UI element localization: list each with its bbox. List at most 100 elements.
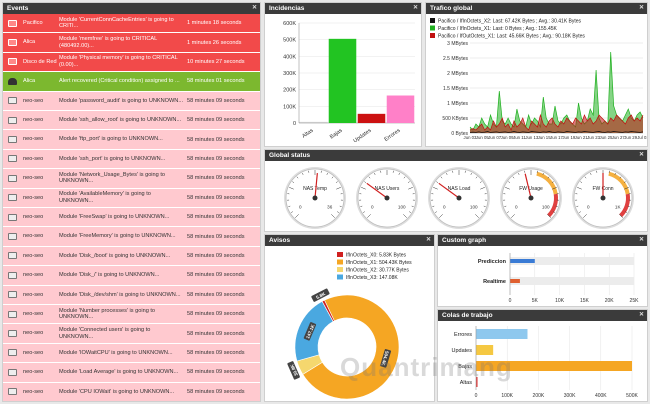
events-header: Events ✕: [3, 3, 260, 14]
bar: [386, 95, 415, 123]
close-icon[interactable]: ✕: [412, 5, 418, 11]
x-tick-label: 5K: [532, 298, 539, 304]
gauge-max-label: 100: [542, 204, 550, 209]
event-row[interactable]: Alica Module 'memfree' is going to CRITIC…: [3, 33, 260, 53]
event-source: neo-seo: [23, 310, 44, 317]
event-time: 58 minutes 09 seconds: [187, 97, 245, 104]
gauge-tick: [296, 176, 299, 179]
gauge-tick: [584, 176, 587, 179]
gauge-tick: [590, 172, 592, 175]
gauge-tick: [302, 172, 304, 175]
y-tick-label: 0: [293, 121, 296, 127]
gauge-tick: [432, 205, 435, 207]
x-tick-label: Jun 29: [624, 135, 638, 140]
close-icon[interactable]: ✕: [251, 5, 257, 11]
close-icon[interactable]: ✕: [638, 237, 644, 243]
gauge-tick: [292, 181, 295, 183]
bar-track: [510, 277, 634, 285]
event-message: Module 'ssh_port' is going to UNKNOWN...: [59, 155, 166, 162]
y-tick-label: 1 MBytes: [447, 101, 468, 107]
x-tick-label: 0: [475, 393, 478, 399]
close-icon[interactable]: ✕: [425, 237, 431, 243]
pie-slice: [294, 300, 334, 362]
event-time: 58 minutes 09 seconds: [187, 194, 245, 201]
monitor-icon: [3, 227, 21, 245]
event-row[interactable]: Alica Alert recovered (Critical condition…: [3, 72, 260, 92]
x-tick-label: 400K: [595, 393, 607, 399]
slice-label: 504.4K: [380, 350, 389, 366]
bar: [476, 361, 632, 371]
event-row[interactable]: neo-seo Module 'Disk_/boot' is going to U…: [3, 246, 260, 267]
slice-label-bg: [380, 349, 392, 368]
event-row[interactable]: Pacifico Module 'CurrentConnCacheEntries'…: [3, 14, 260, 34]
event-time: 58 minutes 09 seconds: [187, 175, 245, 182]
event-row[interactable]: neo-seo Module 'Network_Usage_Bytes' is g…: [3, 169, 260, 189]
monitor-icon: [3, 208, 21, 226]
gauge-tick: [624, 187, 629, 190]
event-message: Module 'password_audit' is going to UNKN…: [59, 97, 184, 104]
close-icon[interactable]: ✕: [638, 5, 644, 11]
gauge-critical-band: [547, 193, 558, 218]
event-row[interactable]: neo-seo Module 'AvailableMemory' is going…: [3, 188, 260, 208]
event-row[interactable]: neo-seo Module 'Load Average' is going to…: [3, 363, 260, 383]
y-tick-label: Realtime: [483, 279, 506, 285]
slice-label-bg: [287, 361, 300, 380]
close-icon[interactable]: ✕: [638, 152, 644, 158]
event-source: neo-seo: [23, 330, 44, 337]
x-tick-label: Jun 03: [464, 135, 478, 140]
event-row[interactable]: neo-seo Module 'CPU IOWait' is going to U…: [3, 382, 260, 401]
y-tick-label: 100K: [283, 104, 296, 110]
gauge-tick: [623, 181, 626, 183]
event-row[interactable]: neo-seo Module 'FreeSwap' is going to UNK…: [3, 208, 260, 228]
gauge-tick: [542, 172, 544, 175]
gauge-tick: [360, 205, 363, 207]
event-row[interactable]: neo-seo Module 'ssh_allow_root' is going …: [3, 111, 260, 131]
incidencias-header: Incidencias ✕: [265, 3, 421, 14]
event-row[interactable]: Disco de Red Module 'Physical memory' is …: [3, 52, 260, 73]
gauge-tick: [409, 211, 412, 213]
slice-label: 147.1K: [305, 323, 316, 339]
event-row[interactable]: neo-seo Module 'Number processes' is goin…: [3, 305, 260, 325]
monitor-icon: [3, 383, 21, 401]
event-row[interactable]: neo-seo Module 'Disk_/dev/shm' is going t…: [3, 285, 260, 305]
event-row[interactable]: neo-seo Module 'password_audit' is going …: [3, 91, 260, 111]
legend-swatch: [337, 259, 343, 265]
bar-track: [510, 257, 634, 265]
trafico-title: Trafico global: [430, 5, 473, 12]
event-time: 58 minutes 01 seconds: [187, 78, 245, 85]
bar: [510, 259, 535, 263]
gauge-tick: [337, 211, 340, 213]
y-tick-label: 300K: [283, 71, 296, 77]
bar: [299, 121, 328, 124]
event-row[interactable]: neo-seo Module 'Connected users' is going…: [3, 324, 260, 344]
event-time: 58 minutes 09 seconds: [187, 369, 245, 376]
y-tick-label: Altas: [460, 380, 472, 386]
event-time: 58 minutes 09 seconds: [187, 155, 245, 162]
event-row[interactable]: neo-seo Module 'FreeMemory' is going to U…: [3, 227, 260, 247]
close-icon[interactable]: ✕: [638, 312, 644, 318]
gauge-tick: [440, 176, 443, 179]
x-tick-label: Jun 09: [501, 135, 515, 140]
gauge-tick: [403, 176, 406, 179]
gauge-tick: [551, 181, 554, 183]
y-tick-label: Updates: [452, 348, 473, 354]
global-status-header: Global status ✕: [265, 150, 647, 161]
gauge-hub: [384, 195, 390, 201]
bar: [476, 377, 478, 387]
x-tick-label: Jun 13: [525, 135, 539, 140]
event-source: Alica: [23, 39, 36, 46]
event-row[interactable]: neo-seo Module 'ssh_port' is going to UNK…: [3, 149, 260, 170]
gauge-tick: [578, 211, 581, 213]
bell-icon: [3, 72, 21, 90]
legend-label: Pacifico / IfInOctets_X1: Last: 0 Bytes …: [438, 26, 558, 32]
event-message: Module 'Disk_/boot' is going to UNKNOWN.…: [59, 252, 171, 259]
event-row[interactable]: neo-seo Module 'ftp_port' is going to UNK…: [3, 130, 260, 150]
event-source: neo-seo: [23, 116, 44, 123]
gauge-tick: [335, 181, 338, 183]
gauge-label: NAS Load: [448, 186, 471, 192]
slice-label-bg: [311, 288, 330, 302]
gauge-tick: [512, 176, 515, 179]
event-row[interactable]: neo-seo Module 'IOWaitCPU' is going to UN…: [3, 343, 260, 364]
legend-swatch: [430, 33, 435, 38]
event-row[interactable]: neo-seo Module 'Disk_/' is going to UNKNO…: [3, 266, 260, 286]
